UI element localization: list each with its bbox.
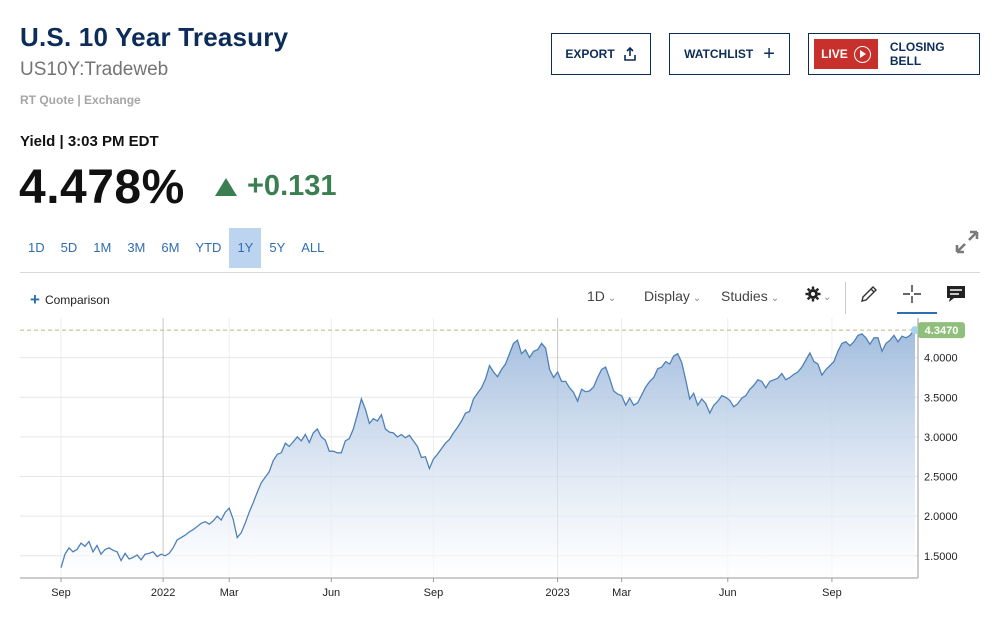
up-arrow-icon [215,177,237,196]
range-5d[interactable]: 5D [60,240,78,255]
chevron-down-icon: ⌄ [607,293,617,304]
comparison-button[interactable]: + Comparison [30,291,110,308]
last-value-badge [918,322,965,339]
chevron-down-icon: ⌄ [770,293,780,304]
watchlist-button[interactable]: WATCHLIST + [669,33,790,75]
display-dropdown[interactable]: Display ⌄ [644,288,701,304]
display-label: Display [644,288,690,304]
comments-button[interactable] [945,282,967,306]
live-label: LIVE [821,47,848,61]
divider [20,272,980,273]
quote-source: RT Quote | Exchange [20,93,141,107]
settings-button[interactable] [802,282,824,306]
yield-chart[interactable]: 1.5000 2.0000 2.5000 3.0000 3.5000 4.0000 Sep 2… [0,316,996,626]
interval-dropdown[interactable]: 1D ⌄ [587,288,616,304]
live-badge: LIVE [814,39,878,69]
plus-icon: + [30,290,40,309]
export-label: EXPORT [565,47,615,61]
yield-line [60,329,916,568]
x-tick-label: Sep [424,587,444,599]
last-value-label: 4.3470 [925,325,959,337]
x-tick-label: Sep [51,587,71,599]
export-button[interactable]: EXPORT [551,33,651,75]
y-tick-label: 4.0000 [924,353,958,365]
crosshair-tool-button[interactable] [901,282,923,306]
comparison-label: Comparison [44,292,110,307]
expand-icon[interactable] [954,229,980,255]
y-tick-label: 2.0000 [924,511,958,523]
range-1m[interactable]: 1M [93,240,112,255]
crosshair-icon [903,285,921,303]
studies-label: Studies [721,288,768,304]
range-1y[interactable]: 1Y [229,228,262,268]
x-tick-label: Jun [322,587,340,599]
chevron-down-icon: ⌄ [823,292,832,303]
x-tick-label: 2022 [151,587,175,599]
change-value: +0.131 [247,170,337,202]
range-5y[interactable]: 5Y [269,240,286,255]
range-3m[interactable]: 3M [127,240,146,255]
play-icon [853,45,871,63]
time-range-selector: 1D 5D 1M 3M 6M YTD 1Y 5Y ALL [20,228,332,268]
x-tick-label: Mar [220,587,239,599]
range-ytd[interactable]: YTD [195,240,222,255]
y-tick-label: 2.5000 [924,472,958,484]
share-icon [623,47,636,61]
range-1d[interactable]: 1D [28,240,45,255]
crosshair-active-indicator [897,312,937,314]
gear-icon [805,286,821,302]
plus-icon: + [763,43,775,65]
yield-area [61,330,915,578]
x-tick-label: 2023 [545,587,569,599]
closing-bell-label: CLOSING BELL [889,40,945,68]
y-tick-label: 3.0000 [924,432,958,444]
x-tick-label: Mar [612,587,631,599]
draw-tool-button[interactable] [858,282,880,306]
studies-dropdown[interactable]: Studies ⌄ [721,288,779,304]
x-tick-label: Sep [822,587,842,599]
comment-icon [947,286,965,302]
pencil-icon [861,286,877,302]
x-tick-label: Jun [719,587,737,599]
interval-label: 1D [587,288,605,304]
range-all[interactable]: ALL [301,240,325,255]
price-change: +0.131 [215,170,337,203]
last-value-dot [911,326,919,335]
yield-price: 4.478% [19,161,185,214]
yield-timestamp: Yield | 3:03 PM EDT [20,133,159,150]
y-tick-label: 3.5000 [924,392,958,404]
toolbar-divider [845,282,846,314]
watchlist-label: WATCHLIST [684,47,754,61]
range-6m[interactable]: 6M [161,240,180,255]
closing-bell-button[interactable]: LIVE CLOSING BELL [808,33,980,75]
ticker-symbol: US10Y:Tradeweb [20,59,169,80]
page-title: U.S. 10 Year Treasury [20,22,289,52]
chevron-down-icon: ⌄ [692,293,702,304]
y-tick-label: 1.5000 [924,551,958,563]
